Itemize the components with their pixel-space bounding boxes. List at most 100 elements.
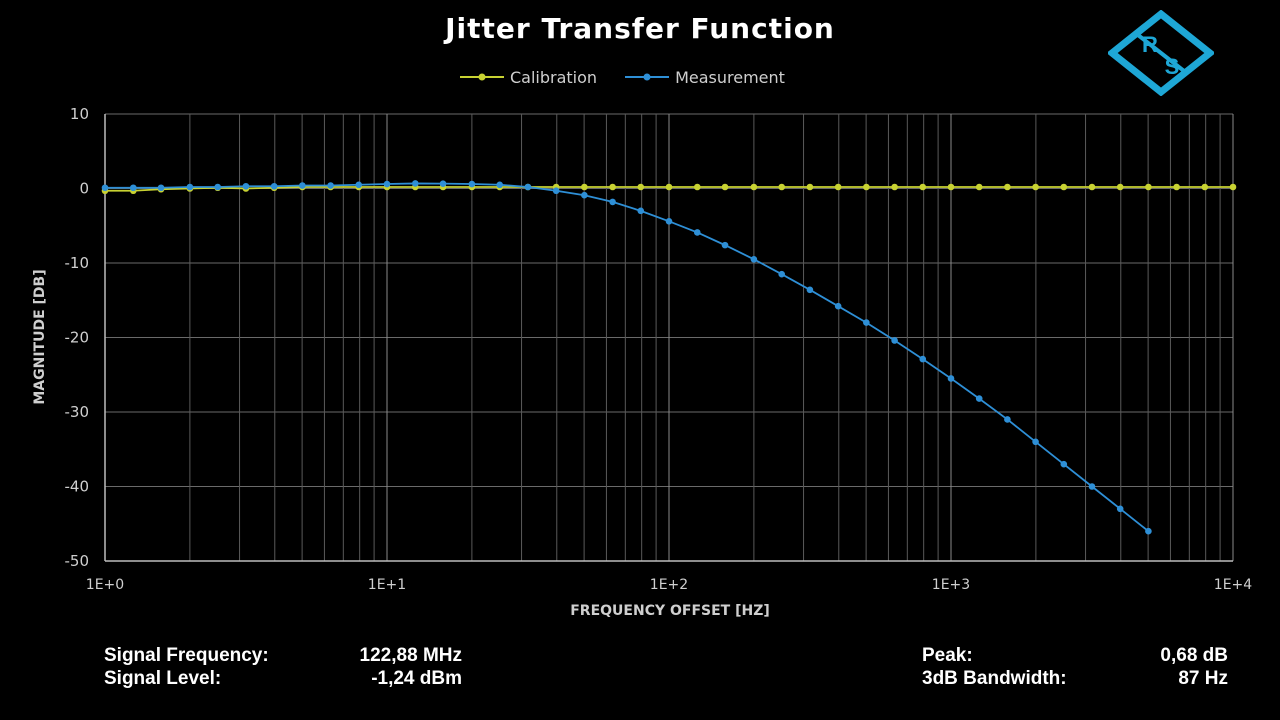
chart-grid — [104, 113, 1234, 562]
data-point-calibration — [1173, 183, 1180, 191]
data-point-calibration — [1201, 183, 1209, 191]
svg-text:R: R — [1142, 32, 1158, 57]
x-tick-label: 1E+2 — [650, 577, 688, 593]
legend-swatch-calibration — [460, 73, 504, 81]
y-tick-label: -30 — [65, 403, 90, 421]
x-tick-label: 1E+0 — [86, 577, 124, 593]
data-point-measurement — [496, 181, 504, 189]
data-point-measurement — [383, 180, 391, 188]
data-point-calibration — [975, 183, 983, 191]
data-point-calibration — [609, 183, 616, 191]
y-tick-label: 10 — [70, 105, 89, 123]
signal-info: Signal Frequency: 122,88 MHz Signal Leve… — [104, 644, 464, 692]
data-point-measurement — [355, 181, 363, 189]
data-point-measurement — [778, 270, 786, 278]
data-point-measurement — [637, 207, 645, 215]
data-point-measurement — [665, 217, 673, 225]
data-point-measurement — [1060, 460, 1068, 468]
data-point-measurement — [242, 182, 250, 190]
data-point-measurement — [130, 184, 137, 192]
y-tick-label: -50 — [65, 552, 90, 570]
data-point-calibration — [581, 183, 588, 191]
data-point-measurement — [1004, 416, 1011, 423]
data-point-calibration — [1145, 183, 1152, 191]
data-point-measurement — [327, 182, 334, 189]
data-point-measurement — [1032, 438, 1039, 446]
data-point-measurement — [1145, 527, 1152, 535]
chart-plot: 10 0 -10 -20 -30 -40 -50 1E+0 1E+1 1E+2 1E+3 1E+4 F… — [32, 105, 1253, 619]
data-point-measurement — [891, 337, 898, 344]
signal-level-value: -1,24 dBm — [371, 668, 462, 689]
legend-item-calibration: Calibration — [460, 68, 597, 87]
data-point-calibration — [1116, 183, 1124, 191]
peak-label: Peak: — [922, 645, 973, 666]
data-point-calibration — [1229, 183, 1237, 191]
legend-swatch-measurement — [625, 73, 670, 81]
data-point-calibration — [721, 183, 729, 191]
x-tick-label: 1E+1 — [368, 577, 406, 593]
bandwidth-label: 3dB Bandwidth: — [922, 668, 1067, 689]
data-point-calibration — [1060, 183, 1068, 191]
x-tick-label: 1E+4 — [1214, 577, 1252, 593]
data-point-calibration — [834, 183, 842, 191]
y-axis-label: MAGNITUDE [DB] — [32, 269, 48, 404]
data-point-measurement — [947, 375, 955, 382]
data-point-measurement — [524, 183, 532, 191]
data-point-measurement — [186, 183, 194, 191]
measurement-info: Peak: 0,68 dB 3dB Bandwidth: 87 Hz — [922, 644, 1230, 692]
data-point-measurement — [609, 198, 616, 206]
data-point-measurement — [694, 229, 701, 236]
data-point-calibration — [863, 183, 870, 191]
data-point-measurement — [157, 184, 165, 192]
data-point-measurement — [1088, 483, 1096, 490]
signal-frequency-label: Signal Frequency: — [104, 645, 269, 666]
data-point-measurement — [919, 355, 927, 363]
data-point-measurement — [750, 255, 758, 263]
data-point-measurement — [468, 180, 476, 188]
legend-label-calibration: Calibration — [510, 67, 598, 87]
data-point-calibration — [891, 183, 898, 191]
data-point-calibration — [1004, 183, 1011, 191]
bandwidth-value: 87 Hz — [1178, 668, 1228, 689]
data-point-calibration — [694, 183, 701, 191]
data-point-calibration — [665, 183, 673, 191]
data-point-measurement — [806, 286, 814, 294]
chart-series — [101, 180, 1237, 535]
data-point-measurement — [863, 319, 870, 326]
data-point-calibration — [750, 183, 758, 191]
data-point-calibration — [778, 183, 786, 191]
chart-axes: 10 0 -10 -20 -30 -40 -50 1E+0 1E+1 1E+2 1E+3 1E+4 — [65, 105, 1253, 593]
signal-frequency-value: 122,88 MHz — [359, 645, 462, 666]
rohde-schwarz-logo: R S — [1108, 10, 1214, 96]
data-point-measurement — [412, 180, 419, 187]
data-point-measurement — [581, 191, 588, 199]
data-point-measurement — [834, 302, 842, 310]
chart-title: Jitter Transfer Function — [445, 12, 835, 45]
peak-value: 0,68 dB — [1160, 645, 1228, 666]
data-point-calibration — [1088, 183, 1096, 191]
data-point-measurement — [214, 183, 222, 191]
data-point-measurement — [299, 182, 306, 189]
data-point-measurement — [439, 180, 447, 187]
data-point-calibration — [1032, 183, 1039, 191]
data-point-calibration — [947, 183, 955, 191]
series-line-measurement — [105, 182, 1149, 532]
data-point-measurement — [975, 395, 983, 402]
data-point-measurement — [1116, 505, 1124, 513]
chart-legend: Calibration Measurement — [460, 66, 785, 88]
data-point-measurement — [270, 182, 278, 190]
x-axis-label: FREQUENCY OFFSET [HZ] — [570, 603, 770, 619]
x-tick-label: 1E+3 — [932, 577, 970, 593]
y-tick-label: -40 — [65, 478, 90, 496]
y-tick-label: -10 — [65, 254, 90, 272]
y-tick-label: 0 — [79, 180, 89, 198]
svg-text:S: S — [1165, 54, 1180, 79]
legend-label-measurement: Measurement — [675, 67, 785, 87]
data-point-calibration — [806, 183, 814, 191]
legend-item-measurement: Measurement — [625, 68, 785, 87]
data-point-calibration — [919, 183, 927, 191]
data-point-measurement — [721, 241, 729, 249]
data-point-measurement — [552, 187, 560, 195]
data-point-measurement — [101, 184, 109, 192]
y-tick-label: -20 — [65, 329, 90, 347]
